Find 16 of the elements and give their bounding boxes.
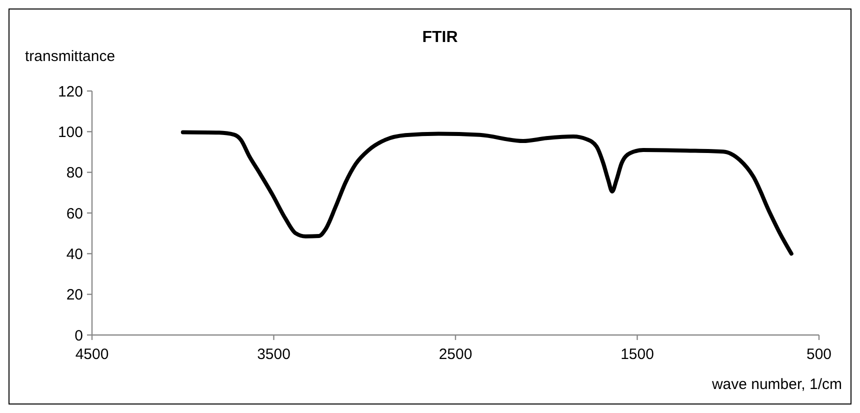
x-tick-label: 2500: [438, 346, 472, 363]
y-tick-label: 20: [66, 286, 83, 304]
chart-title: FTIR: [422, 29, 458, 46]
line-series: [180, 130, 794, 256]
y-tick-label: 0: [74, 327, 83, 344]
y-tick-label: 40: [66, 246, 83, 263]
x-axis-title: wave number, 1/cm: [710, 376, 842, 393]
x-tick-label: 1500: [620, 346, 654, 363]
y-tick-label: 80: [66, 164, 83, 182]
y-axis-title: transmittance: [25, 48, 116, 65]
y-tick-label: 60: [66, 205, 83, 222]
x-tick-label: 4500: [75, 346, 109, 363]
y-tick-label: 120: [58, 83, 83, 100]
x-tick-label: 500: [806, 346, 832, 363]
x-tick-label: 3500: [257, 346, 290, 363]
y-tick-label: 100: [58, 124, 83, 141]
